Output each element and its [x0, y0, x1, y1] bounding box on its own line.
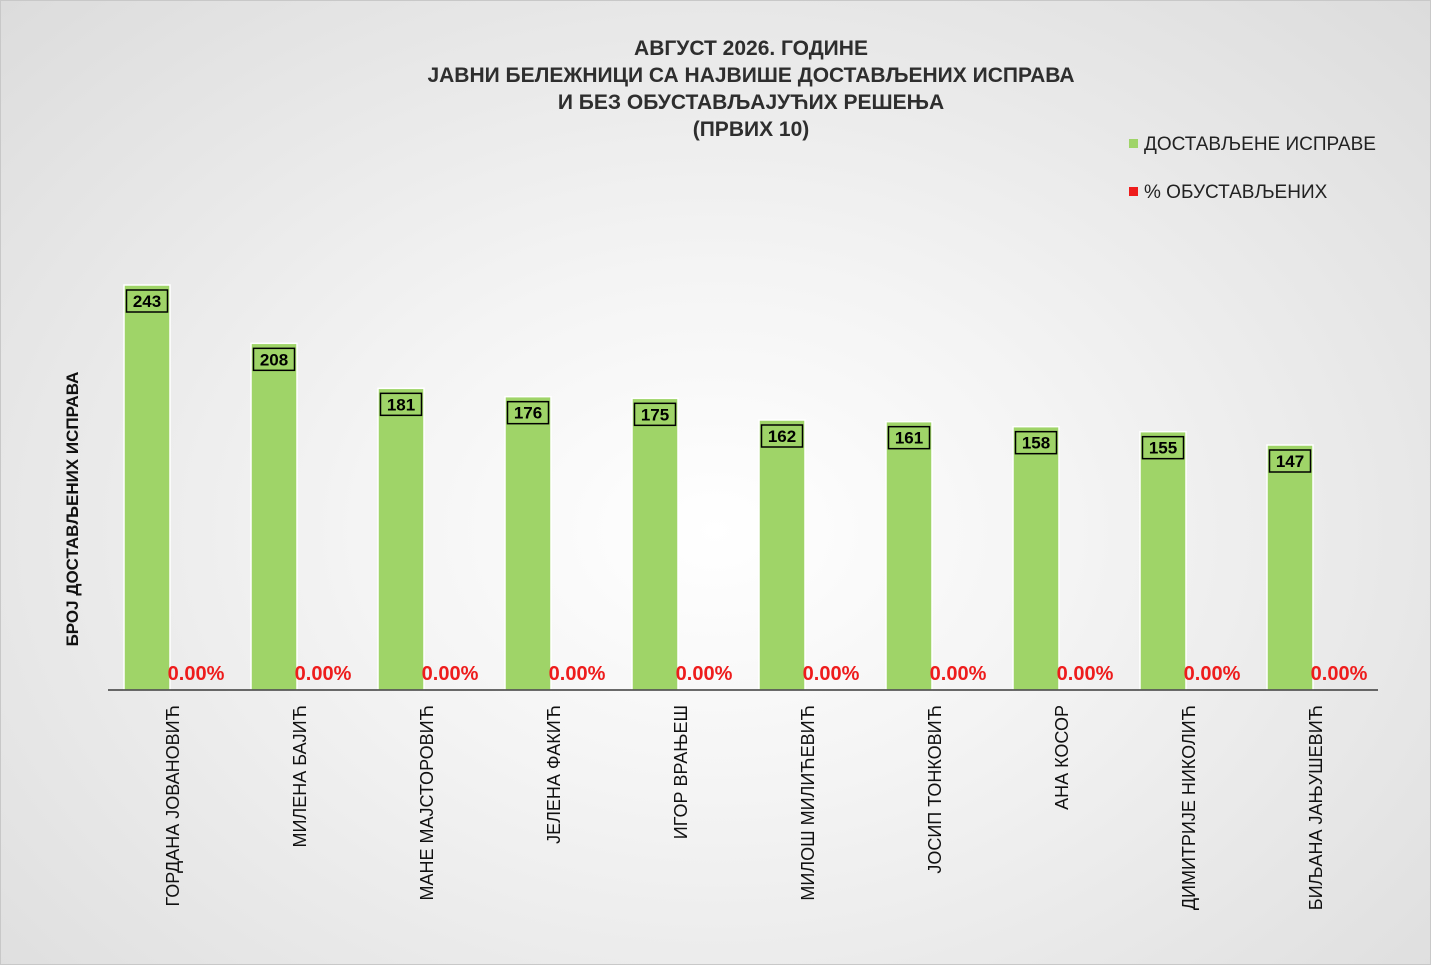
bar-documents [1266, 444, 1314, 691]
data-label-suspended: 0.00% [1057, 663, 1114, 685]
data-label-suspended: 0.00% [168, 663, 225, 685]
bar-documents [250, 342, 298, 691]
x-tick-label: ЈОСИП ТОНКОВИЋ [925, 705, 945, 874]
data-label-box [506, 400, 550, 425]
chart-title-line-3: И БЕЗ ОБУСТАВЉАЈУЋИХ РЕШЕЊА [557, 91, 945, 114]
bar-documents [1012, 425, 1060, 691]
x-tick-label: МИЛОШ МИЛИЋЕВИЋ [798, 705, 818, 901]
chart-title-line-1: АВГУСТ 2026. ГОДИНЕ [634, 37, 868, 60]
chart-title: АВГУСТ 2026. ГОДИНЕ ЈАВНИ БЕЛЕЖНИЦИ СА Н… [301, 35, 1201, 143]
chart-title-line-4: (ПРВИХ 10) [692, 118, 810, 141]
legend-label-suspended: % ОБУСТАВЉЕНИХ [1144, 182, 1328, 203]
legend-item-suspended: % ОБУСТАВЉЕНИХ [1129, 182, 1327, 204]
data-label-documents: 158 [1022, 434, 1050, 453]
bar-documents [504, 395, 552, 691]
data-label-box [1268, 449, 1312, 473]
legend-label-documents: ДОСТАВЉЕНЕ ИСПРАВЕ [1144, 134, 1376, 155]
x-tick-label: БИЉАНА ЈАЊУШЕВИЋ [1306, 705, 1326, 910]
x-tick-label: АНА КОСОР [1052, 705, 1072, 810]
data-label-suspended: 0.00% [1311, 663, 1368, 685]
x-tick-label: ИГОР ВРАЊЕШ [671, 705, 691, 839]
bar-documents [1139, 430, 1187, 691]
bar-documents [377, 387, 425, 691]
data-label-box [633, 402, 677, 427]
x-tick-label: ДИМИТРИЈЕ НИКОЛИЋ [1179, 705, 1199, 910]
data-label-documents: 175 [641, 405, 669, 424]
x-tick-label: ЈЕЛЕНА ФАКИЋ [544, 705, 564, 844]
data-label-suspended: 0.00% [1184, 663, 1241, 685]
x-tick-label: ГОРДАНА ЈОВАНОВИЋ [163, 705, 183, 906]
legend-swatch-suspended [1129, 187, 1138, 196]
data-label-suspended: 0.00% [422, 663, 479, 685]
data-label-documents: 181 [387, 395, 415, 414]
data-label-documents: 208 [260, 350, 288, 369]
data-label-box [1014, 430, 1058, 455]
data-label-box [252, 347, 296, 372]
data-label-documents: 155 [1149, 439, 1177, 458]
x-tick-label: МИЛЕНА БАЈИЋ [290, 705, 310, 848]
data-label-suspended: 0.00% [549, 663, 606, 685]
data-label-box [1141, 435, 1185, 460]
data-label-box [760, 424, 804, 448]
data-label-suspended: 0.00% [295, 663, 352, 685]
data-label-documents: 176 [514, 404, 542, 423]
x-tick-label: МАНЕ МАЈСТОРОВИЋ [417, 705, 437, 901]
data-label-suspended: 0.00% [803, 663, 860, 685]
data-label-box [125, 289, 169, 313]
y-axis-label: БРОЈ ДОСТАВЉЕНИХ ИСПРАВА [63, 372, 82, 647]
bar-documents [631, 397, 679, 691]
data-label-documents: 147 [1276, 452, 1304, 471]
bar-documents [885, 420, 933, 691]
data-label-documents: 162 [768, 427, 796, 446]
bar-documents [123, 284, 171, 691]
data-label-box [379, 392, 423, 417]
data-label-documents: 161 [895, 429, 923, 448]
data-label-suspended: 0.00% [930, 663, 987, 685]
bar-documents [758, 419, 806, 691]
data-label-suspended: 0.00% [676, 663, 733, 685]
legend-swatch-documents [1129, 139, 1138, 148]
chart-title-line-2: ЈАВНИ БЕЛЕЖНИЦИ СА НАЈВИШЕ ДОСТАВЉЕНИХ И… [427, 64, 1075, 87]
data-label-documents: 243 [133, 292, 161, 311]
legend-item-documents: ДОСТАВЉЕНЕ ИСПРАВЕ [1129, 134, 1376, 156]
data-label-box [887, 425, 931, 450]
